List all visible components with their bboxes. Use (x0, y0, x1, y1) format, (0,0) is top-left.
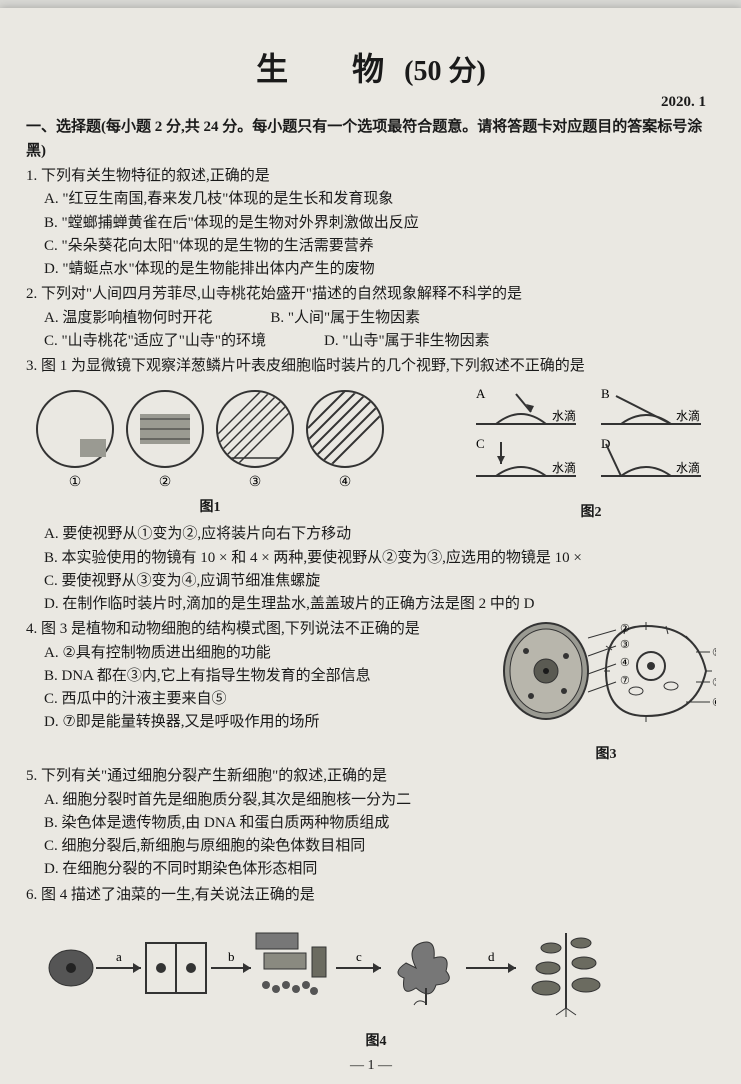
q4-optB: B. DNA 都在③内,它上有指导生物发育的全部信息 (26, 665, 488, 688)
svg-text:⑤: ⑤ (712, 647, 716, 659)
page-number: — 1 — (26, 1058, 716, 1074)
q6-stem: 6. 图 4 描述了油菜的一生,有关说法正确的是 (26, 884, 716, 907)
q3-stem: 3. 图 1 为显微镜下观察洋葱鳞片叶表皮细胞临时装片的几个视野,下列叙述不正确… (26, 355, 716, 378)
figure-3: ② ③ ④ ⑦ ⑤ ① ⑥ 图3 (496, 616, 716, 763)
figure-4: a b c (36, 913, 716, 1050)
figure-1: ① ② ③ ④ 图1 (30, 384, 390, 516)
svg-text:③: ③ (249, 475, 262, 490)
q3-optA: A. 要使视野从①变为②,应将装片向右下方移动 (26, 523, 716, 546)
q1-optD: D. "蜻蜓点水"体现的是生物能排出体内产生的废物 (26, 258, 716, 281)
q1-optB: B. "螳螂捕蝉黄雀在后"体现的是生物对外界刺激做出反应 (26, 212, 716, 235)
q4-stem: 4. 图 3 是植物和动物细胞的结构模式图,下列说法不正确的是 (26, 618, 488, 641)
q1-optC: C. "朵朵葵花向太阳"体现的是生物的生活需要营养 (26, 235, 716, 258)
q5-optA: A. 细胞分裂时首先是细胞质分裂,其次是细胞核一分为二 (26, 789, 716, 812)
svg-text:水滴: 水滴 (552, 408, 576, 423)
svg-text:⑥: ⑥ (712, 697, 716, 709)
fig2-caption: 图2 (466, 501, 716, 521)
svg-text:④: ④ (339, 475, 352, 490)
q2-optD: D. "山寺"属于非生物因素 (306, 330, 490, 353)
q5-optD: D. 在细胞分裂的不同时期染色体形态相同 (26, 858, 716, 881)
svg-text:水滴: 水滴 (676, 460, 700, 475)
svg-text:C: C (476, 436, 485, 451)
q2-stem: 2. 下列对"人间四月芳菲尽,山寺桃花始盛开"描述的自然现象解释不科学的是 (26, 283, 716, 306)
q4-optC: C. 西瓜中的汁液主要来自⑤ (26, 688, 488, 711)
score-label: (50 分) (404, 56, 486, 87)
figure-row-1: ① ② ③ ④ 图1 A 水滴 B 水滴 (30, 384, 716, 521)
svg-text:①: ① (69, 475, 82, 490)
svg-text:c: c (356, 949, 362, 964)
q1-stem: 1. 下列有关生物特征的叙述,正确的是 (26, 165, 716, 188)
svg-text:水滴: 水滴 (552, 460, 576, 475)
q4-optD: D. ⑦即是能量转换器,又是呼吸作用的场所 (26, 711, 488, 734)
fig1-caption: 图1 (30, 496, 390, 516)
section-heading: 一、选择题(每小题 2 分,共 24 分。每小题只有一个选项最符合题意。请将答题… (26, 115, 716, 163)
title-row: 生 物 (50 分) (26, 44, 716, 90)
svg-text:A: A (476, 386, 486, 401)
svg-text:①: ① (712, 677, 716, 689)
q5-optC: C. 细胞分裂后,新细胞与原细胞的染色体数目相同 (26, 835, 716, 858)
svg-text:⑦: ⑦ (620, 675, 630, 687)
q2-optC: C. "山寺桃花"适应了"山寺"的环境 (26, 330, 266, 353)
q3-optC: C. 要使视野从③变为④,应调节细准焦螺旋 (26, 570, 716, 593)
svg-text:d: d (488, 949, 495, 964)
q2-optB: B. "人间"属于生物因素 (252, 307, 420, 330)
q1-optA: A. "红豆生南国,春来发几枝"体现的是生长和发育现象 (26, 188, 716, 211)
figure-2: A 水滴 B 水滴 C 水滴 D (466, 384, 716, 521)
q5-optB: B. 染色体是遗传物质,由 DNA 和蛋白质两种物质组成 (26, 812, 716, 835)
svg-text:②: ② (620, 623, 630, 635)
exam-sheet: 生 物 (50 分) 2020. 1 一、选择题(每小题 2 分,共 24 分。… (0, 8, 741, 1084)
svg-text:④: ④ (620, 657, 630, 669)
svg-text:b: b (228, 949, 235, 964)
svg-text:②: ② (159, 475, 172, 490)
q5-stem: 5. 下列有关"通过细胞分裂产生新细胞"的叙述,正确的是 (26, 765, 716, 788)
svg-text:a: a (116, 949, 122, 964)
svg-text:B: B (601, 386, 610, 401)
date-label: 2020. 1 (26, 94, 706, 111)
q3-optB: B. 本实验使用的物镜有 10 × 和 4 × 两种,要使视野从②变为③,应选用… (26, 547, 716, 570)
fig4-caption: 图4 (36, 1030, 716, 1050)
q4-optA: A. ②具有控制物质进出细胞的功能 (26, 642, 488, 665)
fig3-caption: 图3 (496, 743, 716, 763)
q2-optA: A. 温度影响植物何时开花 (26, 307, 212, 330)
subject-title: 生 物 (256, 51, 400, 87)
svg-text:③: ③ (620, 639, 630, 651)
q3-optD: D. 在制作临时装片时,滴加的是生理盐水,盖盖玻片的正确方法是图 2 中的 D (26, 593, 716, 616)
svg-text:水滴: 水滴 (676, 408, 700, 423)
